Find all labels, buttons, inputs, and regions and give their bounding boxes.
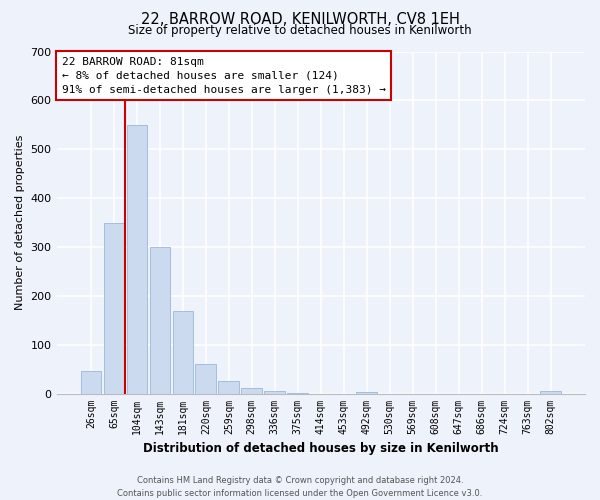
Bar	[241, 388, 262, 394]
Text: Contains HM Land Registry data © Crown copyright and database right 2024.
Contai: Contains HM Land Registry data © Crown c…	[118, 476, 482, 498]
Y-axis label: Number of detached properties: Number of detached properties	[15, 135, 25, 310]
Bar	[540, 391, 561, 394]
Bar	[218, 382, 239, 394]
Bar	[80, 370, 101, 394]
Bar	[104, 222, 124, 394]
Bar	[265, 391, 285, 394]
Bar	[173, 312, 193, 394]
Bar	[127, 125, 147, 394]
Text: 22 BARROW ROAD: 81sqm
← 8% of detached houses are smaller (124)
91% of semi-deta: 22 BARROW ROAD: 81sqm ← 8% of detached h…	[62, 56, 386, 94]
Bar	[149, 247, 170, 394]
X-axis label: Distribution of detached houses by size in Kenilworth: Distribution of detached houses by size …	[143, 442, 499, 455]
Text: Size of property relative to detached houses in Kenilworth: Size of property relative to detached ho…	[128, 24, 472, 37]
Bar	[356, 392, 377, 394]
Text: 22, BARROW ROAD, KENILWORTH, CV8 1EH: 22, BARROW ROAD, KENILWORTH, CV8 1EH	[140, 12, 460, 28]
Bar	[196, 364, 216, 394]
